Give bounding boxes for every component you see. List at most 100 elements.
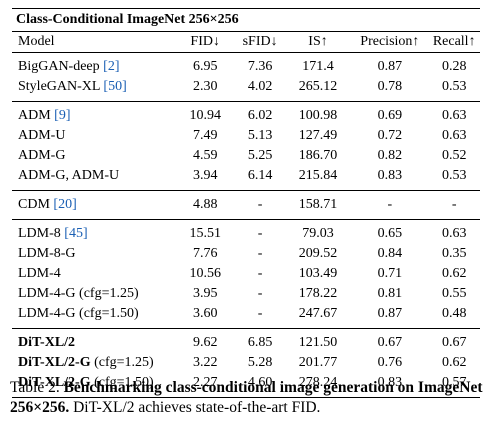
model-name-cell: DiT-XL/2-G (cfg=1.25) — [12, 353, 175, 373]
model-name: ADM-G — [18, 148, 66, 163]
model-name-cell: DiT-XL/2 — [12, 333, 175, 353]
is-cell: 79.03 — [302, 226, 334, 241]
table-caption: Table 2. Benchmarking class-conditional … — [10, 378, 484, 418]
precision-cell: 0.87 — [377, 59, 403, 74]
recall-cell: - — [451, 197, 457, 212]
precision-cell: 0.76 — [377, 355, 403, 370]
model-name-cell: LDM-4-G (cfg=1.25) — [12, 284, 175, 304]
is-cell: 265.12 — [298, 79, 338, 94]
sfid-cell: 6.14 — [247, 168, 273, 183]
fid-cell: 6.95 — [192, 59, 218, 74]
recall-cell: 0.62 — [441, 266, 467, 281]
precision-cell: 0.83 — [377, 375, 403, 390]
precision-cell: 0.84 — [377, 246, 403, 261]
table-row: StyleGAN-XL [50] 2.30 4.02 265.12 0.78 0.53 — [12, 77, 480, 97]
precision-cell: 0.87 — [377, 306, 403, 321]
precision-cell: 0.83 — [377, 168, 403, 183]
model-name: DiT-XL/2 — [18, 335, 76, 350]
fid-cell: 4.59 — [192, 148, 218, 163]
model-name: LDM-8-G — [18, 246, 76, 261]
model-name-cell: StyleGAN-XL [50] — [12, 77, 175, 97]
table-header-row: Model FID↓ sFID↓ IS↑ Precision↑ Recall↑ — [12, 31, 480, 53]
group-divider — [12, 324, 480, 329]
precision-cell: - — [387, 197, 393, 212]
model-name-cell: BigGAN-deep [2] — [12, 57, 175, 77]
table-title-row: Class-Conditional ImageNet 256×256 — [12, 8, 480, 32]
col-header-precision: Precision↑ — [351, 31, 429, 53]
group-divider — [12, 186, 480, 191]
table-row: LDM-4 10.56 - 103.49 0.71 0.62 — [12, 264, 480, 284]
caption-rest-text: DiT-XL/2 achieves state-of-the-art FID. — [69, 399, 321, 416]
is-cell: 215.84 — [298, 168, 338, 183]
model-name: ADM-U — [18, 128, 66, 143]
model-name: ADM — [18, 108, 55, 123]
table-row: ADM-G, ADM-U 3.94 6.14 215.84 0.83 0.53 — [12, 166, 480, 186]
model-name-cell: CDM [20] — [12, 195, 175, 215]
sfid-cell: 5.13 — [247, 128, 273, 143]
fid-cell: 3.22 — [192, 355, 218, 370]
table-row: LDM-4-G (cfg=1.50) 3.60 - 247.67 0.87 0.48 — [12, 304, 480, 324]
model-name: DiT-XL/2-G — [18, 355, 91, 370]
recall-cell: 0.63 — [441, 108, 467, 123]
recall-cell: 0.28 — [441, 59, 467, 74]
sfid-cell: 5.28 — [247, 355, 273, 370]
model-name-cell: DiT-XL/2-G (cfg=1.50) — [12, 373, 175, 393]
is-cell: 171.4 — [302, 59, 334, 74]
recall-cell: 0.35 — [441, 246, 467, 261]
recall-cell: 0.62 — [441, 355, 467, 370]
table-row: DiT-XL/2-G (cfg=1.25) 3.22 5.28 201.77 0.76 0… — [12, 353, 480, 373]
table-title: Class-Conditional ImageNet 256×256 — [12, 8, 480, 32]
is-cell: 278.24 — [298, 375, 338, 390]
fid-cell: 9.62 — [192, 335, 218, 350]
sfid-cell: 6.02 — [247, 108, 273, 123]
precision-cell: 0.78 — [377, 79, 403, 94]
results-table: Class-Conditional ImageNet 256×256 Model… — [12, 8, 480, 398]
sfid-cell: - — [257, 226, 263, 241]
citation-link[interactable]: [50] — [103, 79, 127, 94]
recall-cell: 0.55 — [441, 286, 467, 301]
model-name: ADM-G, ADM-U — [18, 168, 120, 183]
model-name-cell: LDM-8 [45] — [12, 224, 175, 244]
fid-cell: 10.56 — [189, 266, 221, 281]
precision-cell: 0.65 — [377, 226, 403, 241]
table-row: ADM-G 4.59 5.25 186.70 0.82 0.52 — [12, 146, 480, 166]
model-name-cell: LDM-8-G — [12, 244, 175, 264]
is-cell: 201.77 — [298, 355, 338, 370]
precision-cell: 0.81 — [377, 286, 403, 301]
table-row: LDM-8-G 7.76 - 209.52 0.84 0.35 — [12, 244, 480, 264]
model-config: (cfg=1.25) — [90, 355, 154, 370]
model-name: DiT-XL/2-G — [18, 375, 91, 390]
precision-cell: 0.69 — [377, 108, 403, 123]
table-row: ADM [9] 10.94 6.02 100.98 0.69 0.63 — [12, 106, 480, 126]
col-header-fid: FID↓ — [174, 31, 236, 53]
recall-cell: 0.63 — [441, 128, 467, 143]
precision-cell: 0.72 — [377, 128, 403, 143]
caption-bold-text: Benchmarking class-conditional image gen… — [10, 379, 483, 416]
model-name-cell: ADM-G — [12, 146, 175, 166]
citation-link[interactable]: [9] — [54, 108, 71, 123]
citation-link[interactable]: [2] — [103, 59, 120, 74]
recall-cell: 0.52 — [441, 148, 467, 163]
model-name: LDM-4-G (cfg=1.25) — [18, 286, 139, 301]
group-divider — [12, 215, 480, 220]
sfid-cell: 4.02 — [247, 79, 273, 94]
is-cell: 158.71 — [298, 197, 338, 212]
recall-cell: 0.53 — [441, 168, 467, 183]
col-header-recall: Recall↑ — [428, 31, 480, 53]
is-cell: 121.50 — [298, 335, 338, 350]
recall-cell: 0.57 — [441, 375, 467, 390]
is-cell: 209.52 — [298, 246, 338, 261]
citation-link[interactable]: [45] — [64, 226, 88, 241]
sfid-cell: - — [257, 246, 263, 261]
model-name: LDM-4-G (cfg=1.50) — [18, 306, 139, 321]
model-config: (cfg=1.50) — [90, 375, 154, 390]
is-cell: 186.70 — [298, 148, 338, 163]
model-name: StyleGAN-XL — [18, 79, 104, 94]
table-row: CDM [20] 4.88 - 158.71 - - — [12, 195, 480, 215]
model-name: BigGAN-deep — [18, 59, 104, 74]
sfid-cell: - — [257, 286, 263, 301]
citation-link[interactable]: [20] — [53, 197, 77, 212]
is-cell: 127.49 — [298, 128, 338, 143]
sfid-cell: 4.60 — [247, 375, 273, 390]
model-name: CDM — [18, 197, 54, 212]
